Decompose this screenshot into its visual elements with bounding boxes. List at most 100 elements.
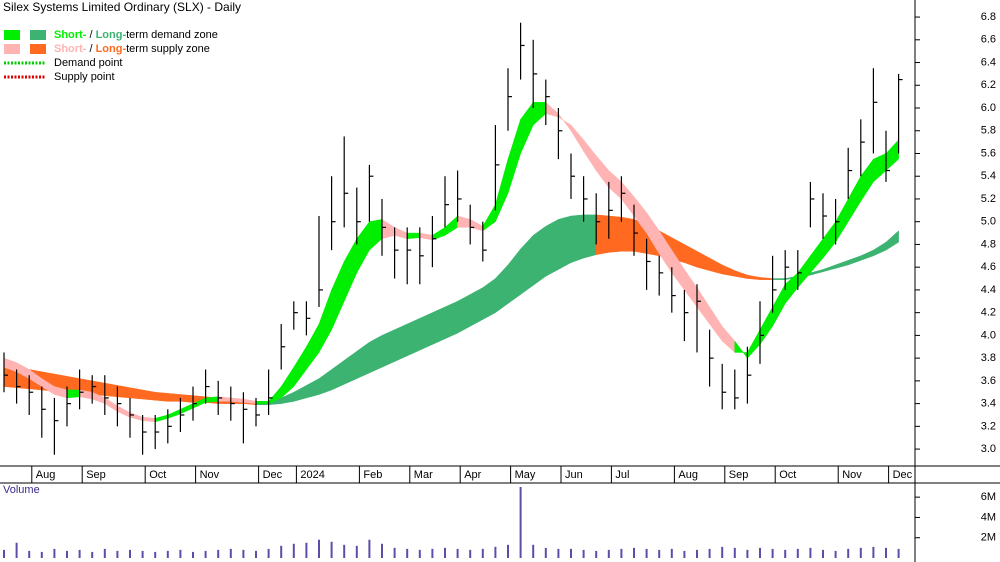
volume-bar: [78, 549, 81, 558]
zone-segment: [747, 274, 761, 280]
zone-segment: [759, 277, 773, 280]
zone-segment: [432, 306, 446, 345]
volume-bar: [759, 547, 761, 558]
legend-text: Demand point: [54, 57, 123, 69]
x-tick-label: Sep: [729, 469, 749, 481]
volume-bar: [154, 551, 157, 558]
y-tick-label: 5.8: [981, 125, 996, 137]
legend-text: Supply point: [54, 71, 115, 83]
legend-text: /: [86, 29, 95, 41]
volume-bar: [620, 548, 623, 558]
volume-bar: [784, 549, 787, 558]
zone-segment: [66, 389, 80, 399]
volume-label: Volume: [3, 484, 40, 496]
zone-segment: [709, 306, 723, 342]
y-tick-label: 3.6: [981, 375, 996, 387]
zone-segment: [154, 414, 169, 423]
y-tick-label: 5.4: [981, 170, 996, 182]
volume-bar: [418, 549, 421, 558]
x-tick-label: Dec: [263, 469, 283, 481]
zone-segment: [545, 101, 559, 118]
volume-bar: [229, 548, 232, 558]
zone-segment: [180, 403, 194, 415]
zone-segment: [419, 312, 433, 351]
y-tick-label: 4.0: [981, 329, 996, 341]
zone-segment: [532, 225, 547, 286]
y-tick-label: 3.2: [981, 420, 996, 432]
zone-segment: [356, 220, 370, 274]
volume-bar: [267, 548, 270, 558]
x-tick-label: Mar: [414, 469, 433, 481]
volume-bar: [859, 547, 862, 558]
zone-segment: [595, 155, 610, 189]
volume-bar: [696, 549, 698, 558]
zone-segment: [343, 350, 358, 385]
volume-bar: [532, 544, 535, 558]
volume-bar: [217, 549, 220, 558]
zone-segment: [583, 139, 597, 172]
zone-segment: [860, 249, 874, 261]
zone-segment: [570, 214, 584, 263]
zone-segment: [255, 401, 269, 404]
zone-segment: [117, 385, 131, 399]
zone-segment: [482, 203, 496, 232]
volume-bar: [292, 543, 295, 558]
zone-segment: [369, 334, 383, 374]
y2-tick-label: 4M: [981, 511, 996, 523]
legend-text: Short-: [54, 29, 87, 41]
zone-segment: [696, 250, 710, 271]
volume-bar: [557, 548, 560, 558]
zone-segment: [520, 234, 534, 295]
zone-segment: [293, 345, 307, 388]
zone-segment: [306, 378, 320, 399]
x-tick-label: Jul: [615, 469, 629, 481]
zone-segment: [406, 232, 421, 240]
zone-segment: [734, 340, 748, 359]
zone-segment: [772, 283, 786, 328]
zone-segment: [444, 215, 458, 236]
volume-bar: [834, 550, 837, 558]
legend-swatch: [30, 30, 46, 40]
volume-bar: [179, 549, 182, 558]
zone-segment: [835, 197, 849, 244]
zone-segment: [142, 416, 156, 423]
zone-segment: [747, 328, 761, 359]
x-tick-label: 2024: [300, 469, 324, 481]
zone-segment: [684, 268, 698, 308]
x-tick-label: Nov: [842, 469, 862, 481]
zone-segment: [734, 270, 748, 279]
volume-bar: [330, 541, 333, 558]
volume-bar: [771, 548, 774, 558]
zone-segment: [205, 396, 219, 403]
x-tick-label: Aug: [36, 469, 56, 481]
legend-text: Short-: [54, 43, 87, 55]
zone-segment: [469, 219, 484, 232]
volume-bar: [885, 547, 887, 558]
volume-bar: [822, 549, 824, 558]
zone-segment: [129, 387, 143, 400]
y-tick-label: 6.4: [981, 56, 996, 68]
zone-segment: [822, 264, 836, 273]
zone-segment: [558, 112, 572, 132]
legend-text: Long-: [96, 29, 127, 41]
y-tick-label: 3.8: [981, 352, 996, 364]
zone-segment: [343, 237, 358, 302]
zone-segment: [520, 101, 534, 154]
volume-bar: [66, 550, 68, 558]
volume-bar: [305, 542, 308, 558]
legend-text: Long-: [96, 43, 127, 55]
zone-segment: [621, 216, 635, 252]
zone-segment: [495, 159, 509, 222]
zone-segment: [721, 325, 736, 354]
zone-segment: [394, 323, 408, 362]
zone-segment: [545, 219, 559, 277]
volume-bar: [809, 547, 812, 558]
volume-bar: [166, 550, 169, 558]
volume-bar: [670, 548, 673, 558]
zone-segment: [167, 393, 181, 402]
y-tick-label: 5.0: [981, 216, 996, 228]
volume-bar: [897, 548, 900, 558]
volume-bar: [595, 550, 598, 558]
x-tick-label: Oct: [779, 469, 796, 481]
